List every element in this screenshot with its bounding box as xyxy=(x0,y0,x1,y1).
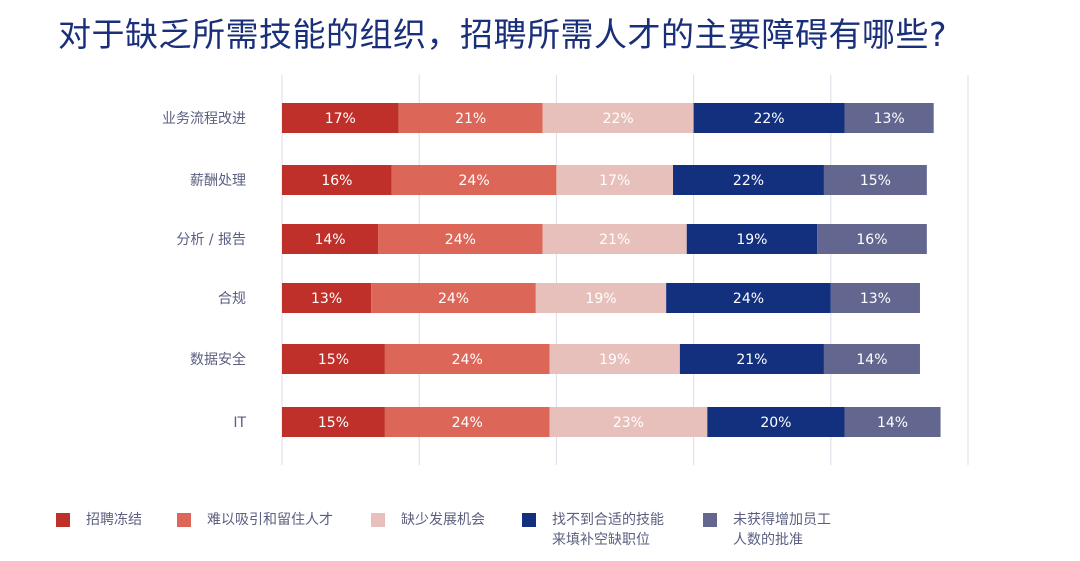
bar-segment xyxy=(666,283,831,313)
legend-label: 难以吸引和留住人才 xyxy=(207,512,333,528)
bar-segment xyxy=(282,344,385,374)
data-label: 19% xyxy=(585,291,616,307)
bar-segment xyxy=(823,165,927,195)
bar-segment xyxy=(679,344,824,374)
bar-segment xyxy=(384,344,550,374)
bar-segment xyxy=(398,103,543,133)
stacked-bar-chart: 业务流程改进 17% 21% 22% 22% 13% 薪酬处理 16% 24% 17% 22% 15%… xyxy=(162,75,969,465)
chart-title: 对于缺乏所需技能的组织，招聘所需人才的主要障碍有哪些? xyxy=(58,15,948,54)
category-label: IT xyxy=(233,415,246,431)
bar-segment xyxy=(542,103,694,133)
bar-segment xyxy=(542,224,687,254)
data-label: 24% xyxy=(452,352,483,368)
bar-segment xyxy=(817,224,927,254)
legend-label: 找不到合适的技能 来填补空缺职位 xyxy=(552,512,664,548)
data-label: 21% xyxy=(455,111,486,127)
bar-segment xyxy=(686,224,818,254)
data-label: 13% xyxy=(311,291,342,307)
data-label: 23% xyxy=(613,415,644,431)
data-label: 20% xyxy=(760,415,791,431)
category-label: 合规 xyxy=(218,291,246,307)
data-label: 21% xyxy=(736,352,767,368)
data-label: 19% xyxy=(736,232,767,248)
bar-segment xyxy=(844,103,934,133)
data-label: 24% xyxy=(438,291,469,307)
bar-segment xyxy=(378,224,543,254)
data-label: 24% xyxy=(452,415,483,431)
legend-item: 招聘冻结 xyxy=(56,510,142,530)
legend-item: 未获得增加员工 人数的批准 xyxy=(703,510,831,550)
bar-segment xyxy=(673,165,824,195)
data-label: 15% xyxy=(318,415,349,431)
data-label: 22% xyxy=(733,173,764,189)
bar-segment xyxy=(707,407,845,437)
legend-swatch xyxy=(522,513,536,527)
legend-label: 缺少发展机会 xyxy=(401,512,485,528)
bar-segment xyxy=(282,283,372,313)
data-label: 21% xyxy=(599,232,630,248)
bar-segment xyxy=(282,407,385,437)
legend-swatch xyxy=(56,513,70,527)
bar-segment xyxy=(823,344,920,374)
bar-segment xyxy=(282,224,379,254)
bar-segment xyxy=(282,103,399,133)
bar-segment xyxy=(693,103,845,133)
data-label: 24% xyxy=(733,291,764,307)
legend-label: 招聘冻结 xyxy=(86,512,142,528)
data-label: 22% xyxy=(753,111,784,127)
data-label: 14% xyxy=(314,232,345,248)
bar-segment xyxy=(371,283,536,313)
category-label: 薪酬处理 xyxy=(190,173,246,189)
bar-segment xyxy=(384,407,550,437)
data-label: 14% xyxy=(877,415,908,431)
legend-swatch xyxy=(371,513,385,527)
data-label: 24% xyxy=(459,173,490,189)
category-label: 业务流程改进 xyxy=(162,111,246,127)
bar-segment xyxy=(556,165,674,195)
data-label: 16% xyxy=(321,173,352,189)
bar-segment xyxy=(282,165,392,195)
legend-item: 找不到合适的技能 来填补空缺职位 xyxy=(522,510,664,550)
category-label: 分析 / 报告 xyxy=(176,232,246,248)
data-label: 15% xyxy=(318,352,349,368)
data-label: 17% xyxy=(325,111,356,127)
data-label: 24% xyxy=(445,232,476,248)
legend-item: 难以吸引和留住人才 xyxy=(177,510,333,530)
data-label: 19% xyxy=(599,352,630,368)
bar-segment xyxy=(549,344,680,374)
data-label: 22% xyxy=(603,111,634,127)
legend-label: 未获得增加员工 人数的批准 xyxy=(733,512,831,548)
data-label: 16% xyxy=(856,232,887,248)
bar-segment xyxy=(830,283,920,313)
category-label: 数据安全 xyxy=(190,351,246,368)
data-label: 13% xyxy=(874,111,905,127)
bar-segment xyxy=(391,165,557,195)
data-label: 14% xyxy=(856,352,887,368)
legend-item: 缺少发展机会 xyxy=(371,510,485,530)
data-label: 13% xyxy=(860,291,891,307)
data-label: 15% xyxy=(860,173,891,189)
bar-segment xyxy=(844,407,941,437)
legend-swatch xyxy=(177,513,191,527)
legend-swatch xyxy=(703,513,717,527)
data-label: 17% xyxy=(599,173,630,189)
bar-segment xyxy=(549,407,708,437)
bar-segment xyxy=(535,283,667,313)
